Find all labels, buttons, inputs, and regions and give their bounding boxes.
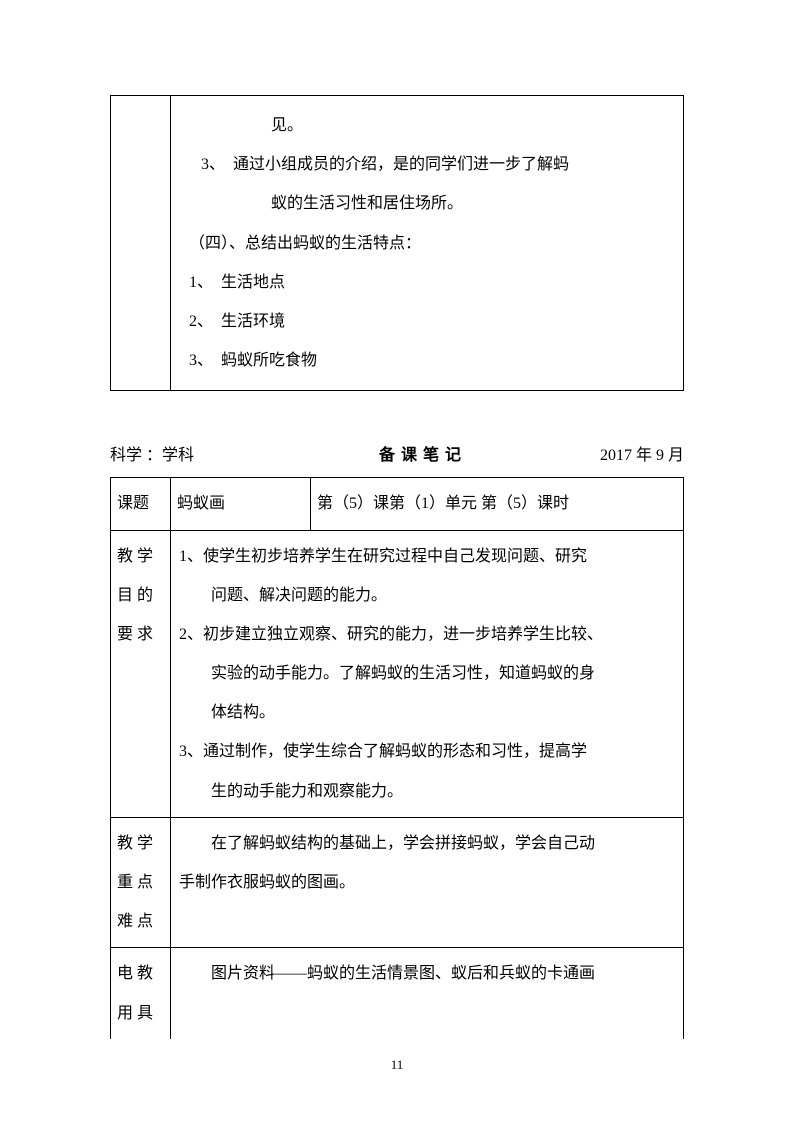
label-topic: 课题 bbox=[111, 478, 171, 530]
notes-title: 备课笔记 bbox=[198, 441, 588, 465]
top-table-left-cell bbox=[111, 96, 171, 391]
label-line: 重 点 bbox=[117, 863, 164, 902]
obj-line: 1、使学生初步培养学生在研究过程中自己发现问题、研究 bbox=[177, 537, 677, 576]
label-materials: 电 教 用 具 bbox=[111, 948, 171, 1039]
kp-line: 在了解蚂蚁结构的基础上，学会拼接蚂蚁，学会自己动 bbox=[177, 824, 677, 863]
mat-line: 图片资料——蚂蚁的生活情景图、蚁后和兵蚁的卡通画 bbox=[177, 954, 677, 993]
label-line: 电 教 bbox=[117, 954, 164, 993]
label-line: 目 的 bbox=[117, 576, 164, 615]
lesson-table: 课题 蚂蚁画 第（5）课第（1）单元 第（5）课时 教 学 目 的 要 求 1、… bbox=[110, 477, 684, 1038]
keypoints-content: 在了解蚂蚁结构的基础上，学会拼接蚂蚁，学会自己动 手制作衣服蚂蚁的图画。 bbox=[171, 817, 684, 948]
label-keypoints: 教 学 重 点 难 点 bbox=[111, 817, 171, 948]
header-date: 2017 年 9 月 bbox=[600, 441, 684, 465]
label-line: 要 求 bbox=[117, 615, 164, 654]
t1-line: 见。 bbox=[181, 106, 673, 145]
kp-line bbox=[177, 902, 677, 941]
label-line: 教 学 bbox=[117, 537, 164, 576]
label-line: 用 具 bbox=[117, 994, 164, 1033]
label-line: 教 学 bbox=[117, 824, 164, 863]
page-number: 11 bbox=[0, 1057, 794, 1073]
header-row: 科学 ：学科 备课笔记 2017 年 9 月 bbox=[110, 441, 684, 465]
t1-line: 1、 生活地点 bbox=[181, 263, 673, 302]
t1-line: 3、 通过小组成员的介绍，是的同学们进一步了解蚂 bbox=[181, 145, 673, 184]
period-value: 第（5）课第（1）单元 第（5）课时 bbox=[311, 478, 684, 530]
label-objectives: 教 学 目 的 要 求 bbox=[111, 530, 171, 817]
obj-line: 2、初步建立独立观察、研究的能力，进一步培养学生比较、 bbox=[177, 615, 677, 654]
materials-content: 图片资料——蚂蚁的生活情景图、蚁后和兵蚁的卡通画 bbox=[171, 948, 684, 1039]
top-table: 见。 3、 通过小组成员的介绍，是的同学们进一步了解蚂 蚁的生活习性和居住场所。… bbox=[110, 95, 684, 391]
mat-line bbox=[177, 994, 677, 1033]
objectives-content: 1、使学生初步培养学生在研究过程中自己发现问题、研究 问题、解决问题的能力。 2… bbox=[171, 530, 684, 817]
t1-line: 蚁的生活习性和居住场所。 bbox=[181, 184, 673, 223]
top-table-right-cell: 见。 3、 通过小组成员的介绍，是的同学们进一步了解蚂 蚁的生活习性和居住场所。… bbox=[171, 96, 684, 391]
topic-value: 蚂蚁画 bbox=[171, 478, 311, 530]
t1-line: （四）、总结出蚂蚁的生活特点： bbox=[181, 224, 673, 263]
kp-line: 手制作衣服蚂蚁的图画。 bbox=[177, 863, 677, 902]
obj-line: 问题、解决问题的能力。 bbox=[177, 576, 677, 615]
obj-line: 生的动手能力和观察能力。 bbox=[177, 772, 677, 811]
t1-line: 2、 生活环境 bbox=[181, 302, 673, 341]
obj-line: 实验的动手能力。了解蚂蚁的生活习性，知道蚂蚁的身 bbox=[177, 654, 677, 693]
obj-line: 体结构。 bbox=[177, 693, 677, 732]
obj-line: 3、通过制作，使学生综合了解蚂蚁的形态和习性，提高学 bbox=[177, 732, 677, 771]
subject-label: 科学 ：学科 bbox=[110, 441, 194, 465]
label-line: 难 点 bbox=[117, 902, 164, 941]
t1-line: 3、 蚂蚁所吃食物 bbox=[181, 341, 673, 380]
